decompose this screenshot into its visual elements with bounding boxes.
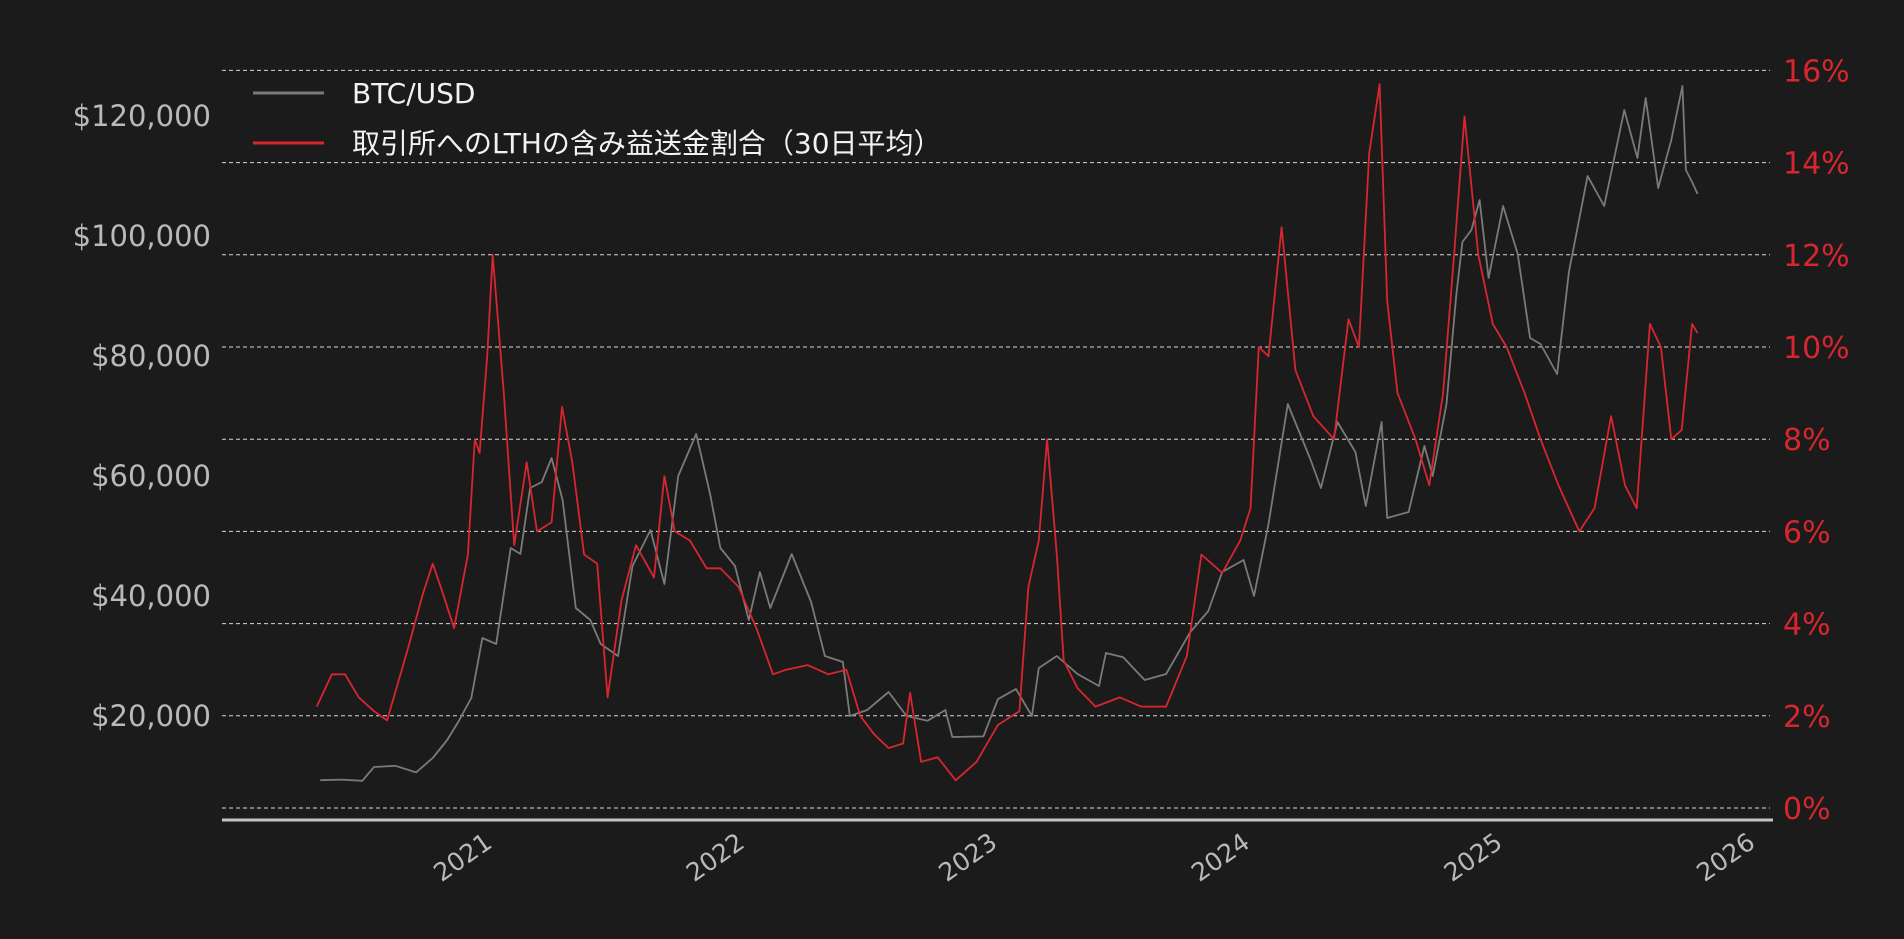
- legend-label-ratio: 取引所へのLTHの含み益送金割合（30日平均）: [352, 127, 942, 160]
- right-tick-label: 4%: [1783, 608, 1831, 643]
- left-tick-label: $20,000: [91, 699, 211, 733]
- right-tick-label: 2%: [1783, 700, 1831, 735]
- left-tick-label: $120,000: [73, 99, 211, 133]
- right-tick-label: 10%: [1783, 331, 1850, 366]
- right-tick-label: 16%: [1783, 54, 1850, 89]
- right-tick-label: 0%: [1783, 792, 1831, 827]
- grid-lines: [222, 69, 1770, 809]
- legend-label-btc: BTC/USD: [352, 77, 475, 110]
- left-tick-label: $60,000: [91, 459, 211, 493]
- right-tick-label: 6%: [1783, 515, 1831, 550]
- left-tick-label: $100,000: [73, 219, 211, 253]
- right-tick-label: 12%: [1783, 239, 1850, 274]
- btc-usd-line: [320, 85, 1699, 782]
- left-axis: $20,000 $40,000 $60,000 $80,000 $100,000 $120…: [73, 99, 211, 733]
- series-lines: [315, 83, 1699, 782]
- lth-ratio-line: [315, 83, 1699, 782]
- right-tick-label: 8%: [1783, 423, 1831, 458]
- right-tick-label: 14%: [1783, 147, 1850, 182]
- right-axis: 0% 2% 4% 6% 8% 10% 12% 14% 16%: [1783, 54, 1850, 827]
- left-tick-label: $80,000: [91, 339, 211, 373]
- legend: BTC/USD 取引所へのLTHの含み益送金割合（30日平均）: [253, 77, 942, 160]
- left-tick-label: $40,000: [91, 579, 211, 613]
